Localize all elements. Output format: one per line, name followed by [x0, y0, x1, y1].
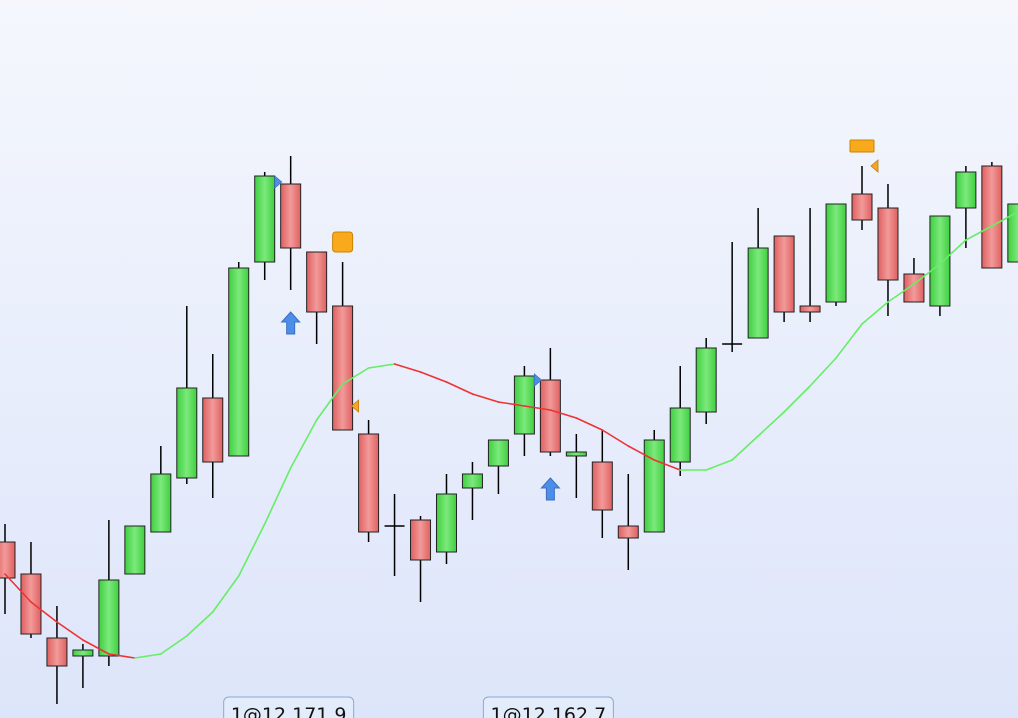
candle-body — [461, 473, 483, 489]
ma-segment — [731, 435, 759, 461]
candle-body — [176, 387, 198, 479]
candle-body — [747, 247, 769, 339]
candle-body — [228, 267, 250, 457]
buy-arrow — [280, 311, 301, 335]
candle-body — [617, 525, 639, 539]
candle-body — [254, 175, 276, 263]
ma-segment — [315, 383, 344, 421]
trade-label: 1@12,171.9 — [231, 704, 347, 718]
ma-segment — [497, 401, 526, 407]
ma-segment — [134, 653, 162, 659]
trade-label-box — [482, 696, 614, 718]
candle-body — [825, 203, 847, 303]
ma-segment — [367, 363, 396, 369]
candle-body — [591, 461, 613, 511]
ma-segment — [4, 573, 32, 603]
entry-mark — [274, 175, 283, 189]
ma-segment — [341, 367, 370, 385]
ma-segment — [211, 575, 240, 613]
ma-segment — [939, 239, 967, 265]
candle-body — [72, 649, 94, 657]
ma-segment — [82, 639, 110, 655]
ma-segment — [783, 385, 811, 413]
candle-body — [565, 451, 587, 457]
ma-segment — [108, 653, 136, 659]
candle-body — [695, 347, 717, 413]
candle-body — [150, 473, 172, 533]
ma-segment — [289, 419, 318, 469]
candle-body — [487, 439, 509, 467]
candle-body — [435, 493, 457, 553]
ma-segment — [393, 363, 422, 373]
candle-body — [20, 573, 42, 635]
ma-segment — [237, 523, 266, 577]
ma-segment — [185, 611, 214, 637]
candle-body — [981, 165, 1003, 269]
ma-segment — [809, 357, 837, 387]
buy-arrow — [540, 477, 561, 501]
order-box — [849, 139, 875, 153]
exit-mark — [870, 159, 879, 173]
candle-body — [851, 193, 873, 221]
exit-mark — [350, 399, 360, 413]
candle-body — [669, 407, 691, 463]
ma-segment — [991, 211, 1018, 227]
ma-segment — [263, 467, 292, 525]
candle-body — [955, 171, 977, 209]
order-box — [332, 231, 354, 253]
ma-segment — [523, 405, 552, 411]
candle-body — [929, 215, 951, 307]
ma-segment — [419, 371, 448, 383]
candle-body — [877, 207, 899, 281]
candle-body — [410, 519, 432, 561]
ma-segment — [56, 621, 84, 641]
ma-segment — [445, 381, 474, 395]
ma-segment — [549, 409, 578, 419]
candle-body — [332, 305, 354, 431]
candle-body — [98, 579, 120, 657]
candle-body — [124, 525, 146, 575]
ma-segment — [653, 459, 682, 471]
ma-segment — [861, 301, 889, 325]
candle-body — [306, 251, 328, 313]
candle-body — [202, 397, 224, 463]
ma-segment — [913, 263, 941, 285]
ma-segment — [705, 459, 733, 471]
candle-body — [0, 541, 16, 579]
candle-body — [46, 637, 68, 667]
candle-body — [358, 433, 380, 533]
ma-segment — [757, 411, 785, 437]
candle-body — [773, 235, 795, 313]
ma-segment — [887, 283, 915, 303]
trade-label-box — [223, 696, 355, 718]
ma-segment — [965, 225, 993, 241]
candle-body — [643, 439, 665, 533]
ma-segment — [627, 445, 656, 461]
candle-body — [799, 305, 821, 313]
trade-label: 1@12,162.7 — [491, 704, 607, 718]
ma-segment — [835, 323, 863, 359]
candle-body — [539, 379, 561, 453]
ma-segment — [575, 417, 604, 431]
ma-segment — [160, 635, 188, 655]
ma-segment — [471, 393, 500, 403]
entry-mark — [534, 373, 543, 387]
ma-segment — [30, 601, 58, 623]
ma-segment — [601, 429, 630, 447]
candle-body — [280, 183, 302, 249]
